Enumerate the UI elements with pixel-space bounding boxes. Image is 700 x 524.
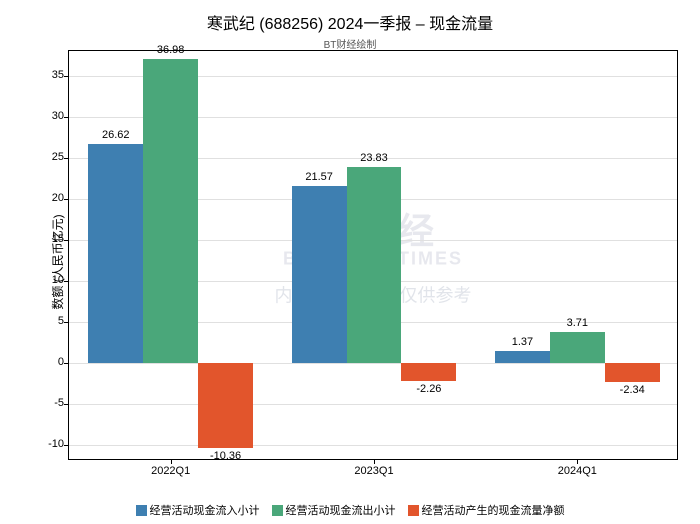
x-tick-label: 2023Q1 [354, 465, 393, 477]
bar [401, 363, 456, 382]
x-tick-label: 2022Q1 [151, 465, 190, 477]
bar [347, 167, 402, 362]
y-tick-label: 5 [34, 315, 64, 327]
y-tick-label: 20 [34, 192, 64, 204]
y-tick-mark [64, 117, 69, 118]
y-tick-mark [64, 322, 69, 323]
bar [550, 332, 605, 362]
y-tick-label: -10 [34, 438, 64, 450]
chart-subtitle: BT财经绘制 [0, 34, 700, 51]
x-tick-label: 2024Q1 [558, 465, 597, 477]
y-tick-mark [64, 363, 69, 364]
y-tick-label: 15 [34, 233, 64, 245]
bar-value-label: 3.71 [567, 317, 588, 329]
legend-swatch [272, 505, 283, 516]
bar [198, 363, 253, 448]
y-tick-mark [64, 199, 69, 200]
y-tick-mark [64, 76, 69, 77]
x-tick-mark [577, 459, 578, 464]
bar [495, 351, 550, 362]
y-tick-mark [64, 404, 69, 405]
legend-swatch [408, 505, 419, 516]
y-tick-mark [64, 281, 69, 282]
gridline [69, 404, 677, 405]
legend-swatch [136, 505, 147, 516]
x-tick-mark [374, 459, 375, 464]
y-tick-label: 25 [34, 151, 64, 163]
bar-value-label: 36.98 [157, 44, 185, 56]
plot-area: BT财经 BUSINESS TIMES 内容由AI生成，仅供参考 2022Q12… [68, 50, 678, 460]
gridline [69, 445, 677, 446]
bar-value-label: 23.83 [360, 152, 388, 164]
legend-text: 经营活动现金流入小计 [150, 505, 260, 517]
bar [605, 363, 660, 382]
bar-value-label: -2.26 [416, 383, 441, 395]
bar-value-label: -2.34 [620, 384, 645, 396]
bar [88, 144, 143, 362]
y-tick-mark [64, 445, 69, 446]
legend-text: 经营活动现金流出小计 [286, 505, 396, 517]
legend-item: 经营活动现金流出小计 [272, 502, 396, 518]
y-tick-label: 0 [34, 356, 64, 368]
y-tick-label: 10 [34, 274, 64, 286]
y-tick-mark [64, 240, 69, 241]
y-tick-label: -5 [34, 397, 64, 409]
bar-value-label: 21.57 [305, 171, 333, 183]
chart-title: 寒武纪 (688256) 2024一季报 – 现金流量 [0, 0, 700, 34]
bar [143, 59, 198, 362]
legend-text: 经营活动产生的现金流量净额 [422, 505, 565, 517]
y-tick-mark [64, 158, 69, 159]
bar-value-label: 26.62 [102, 129, 130, 141]
gridline [69, 363, 677, 364]
bar-value-label: 1.37 [512, 336, 533, 348]
y-tick-label: 35 [34, 69, 64, 81]
legend-item: 经营活动现金流入小计 [136, 502, 260, 518]
legend-item: 经营活动产生的现金流量净额 [408, 502, 565, 518]
x-tick-mark [171, 459, 172, 464]
y-axis-label: 数额 (人民币亿元) [49, 214, 66, 309]
bar [292, 186, 347, 363]
bar-value-label: -10.36 [210, 450, 241, 462]
chart-container: 寒武纪 (688256) 2024一季报 – 现金流量 BT财经绘制 数额 (人… [0, 0, 700, 524]
legend: 经营活动现金流入小计 经营活动现金流出小计 经营活动产生的现金流量净额 [0, 502, 700, 518]
y-tick-label: 30 [34, 110, 64, 122]
